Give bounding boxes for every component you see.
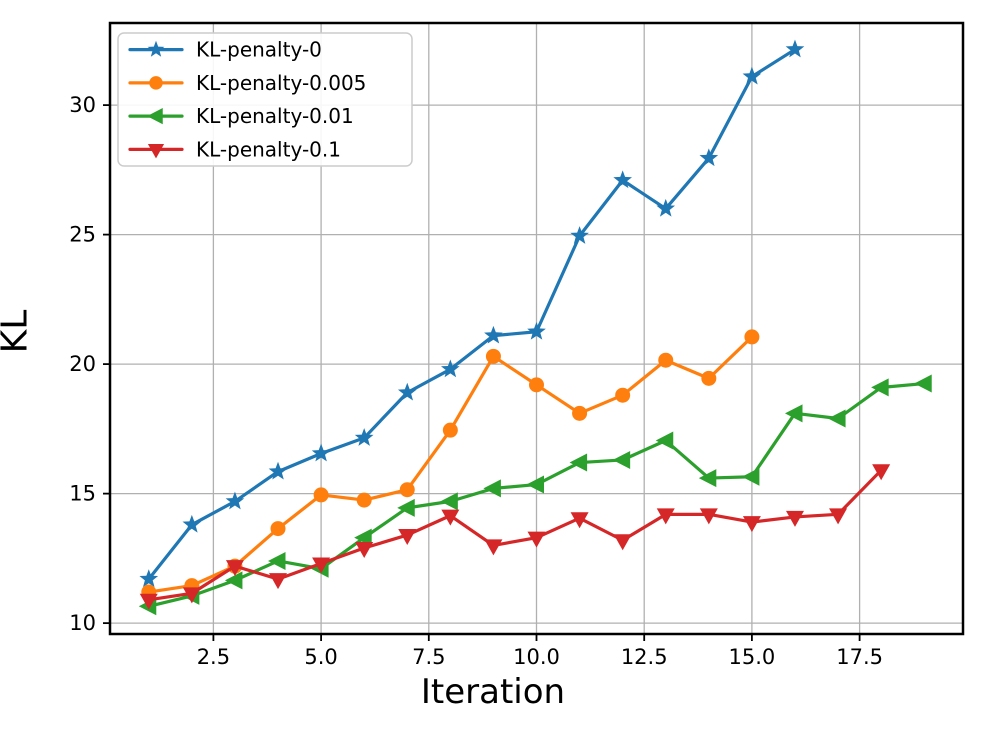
circle-marker: [658, 352, 674, 368]
star-marker: [354, 428, 374, 446]
triangle-down-marker: [527, 531, 546, 548]
x-tick-label: 15.0: [729, 645, 776, 669]
triangle-left-marker: [397, 498, 415, 517]
legend-label: KL-penalty-0.01: [196, 104, 354, 128]
triangle-left-marker: [914, 374, 932, 393]
legend-box: [117, 32, 413, 167]
triangle-left-marker: [741, 467, 760, 486]
star-marker: [699, 148, 719, 167]
star-marker: [311, 443, 331, 462]
x-tick-label: 7.5: [412, 645, 445, 669]
y-tick-label: 30: [69, 93, 96, 117]
triangle-left-marker: [224, 571, 243, 590]
triangle-left-marker: [871, 378, 889, 397]
legend-label: KL-penalty-0: [196, 38, 322, 62]
star-marker: [397, 382, 417, 401]
x-tick-label: 2.5: [197, 645, 230, 669]
triangle-down-marker: [182, 587, 201, 604]
series-kl-penalty-0.1: [139, 464, 891, 610]
legend-item: KL-penalty-0.1: [128, 137, 341, 161]
triangle-left-marker: [828, 409, 846, 428]
triangle-left-marker: [655, 431, 674, 450]
y-tick-label: 20: [69, 352, 96, 376]
x-tick-label: 5.0: [304, 645, 337, 669]
circle-marker: [149, 76, 163, 90]
y-tick-label: 25: [69, 223, 96, 247]
triangle-down-marker: [613, 534, 632, 551]
star-marker: [441, 359, 460, 378]
triangle-down-marker: [441, 509, 460, 526]
triangle-left-marker: [698, 469, 717, 488]
triangle-left-marker: [526, 475, 544, 494]
triangle-left-marker: [612, 450, 631, 469]
series-line: [147, 468, 883, 602]
triangle-down-marker: [484, 539, 503, 556]
series-kl-penalty-0: [139, 39, 805, 588]
x-tick-label: 17.5: [836, 645, 883, 669]
triangle-down-marker: [147, 143, 165, 159]
legend-item: KL-penalty-0: [128, 38, 322, 62]
legend: KL-penalty-0 KL-penalty-0.005 KL-penalty-0…: [117, 32, 413, 167]
triangle-left-marker: [483, 479, 501, 498]
circle-marker: [399, 482, 415, 498]
circle-marker: [270, 521, 286, 537]
circle-marker: [744, 329, 760, 345]
triangle-down-marker: [225, 560, 244, 577]
triangle-down-marker: [656, 508, 675, 525]
star-marker: [182, 514, 202, 533]
triangle-left-marker: [784, 404, 803, 423]
triangle-down-marker: [872, 464, 891, 481]
star-marker: [139, 569, 159, 588]
circle-marker: [615, 387, 631, 403]
star-marker: [742, 66, 762, 85]
series-line: [147, 47, 797, 581]
triangle-down-marker: [570, 512, 589, 529]
triangle-left-marker: [268, 551, 286, 570]
star-marker: [527, 321, 546, 340]
triangle-down-marker: [785, 510, 804, 527]
legend-item: KL-penalty-0.01: [128, 104, 354, 128]
star-marker: [484, 325, 503, 344]
triangle-left-marker: [440, 492, 458, 511]
star-marker: [656, 198, 676, 217]
triangle-down-marker: [139, 593, 158, 610]
triangle-left-marker: [147, 108, 163, 125]
y-tick-label: 10: [69, 611, 96, 635]
circle-marker: [356, 492, 372, 508]
star-marker: [570, 226, 589, 244]
triangle-down-marker: [829, 508, 848, 525]
legend-label: KL-penalty-0.1: [196, 137, 341, 161]
triangle-down-marker: [269, 573, 288, 590]
triangle-down-marker: [699, 508, 718, 525]
star-marker: [225, 491, 245, 510]
y-tick-label: 15: [69, 482, 96, 506]
star-marker: [785, 39, 805, 58]
x-tick-label: 12.5: [621, 645, 668, 669]
circle-marker: [529, 377, 544, 393]
circle-marker: [701, 370, 717, 386]
triangle-left-marker: [569, 453, 588, 472]
star-marker: [613, 170, 632, 189]
x-tick-label: 10.0: [513, 645, 560, 669]
triangle-down-marker: [355, 542, 374, 559]
star-marker: [147, 40, 165, 57]
triangle-down-marker: [398, 529, 417, 546]
triangle-down-marker: [742, 516, 761, 533]
star-marker: [268, 461, 288, 480]
circle-marker: [485, 348, 501, 364]
series-kl-penalty-0.005: [141, 329, 760, 600]
legend-label: KL-penalty-0.005: [196, 71, 366, 95]
circle-marker: [572, 405, 588, 421]
circle-marker: [442, 422, 458, 438]
circle-marker: [313, 487, 329, 503]
legend-item: KL-penalty-0.005: [128, 71, 366, 95]
triangle-down-marker: [312, 557, 331, 574]
